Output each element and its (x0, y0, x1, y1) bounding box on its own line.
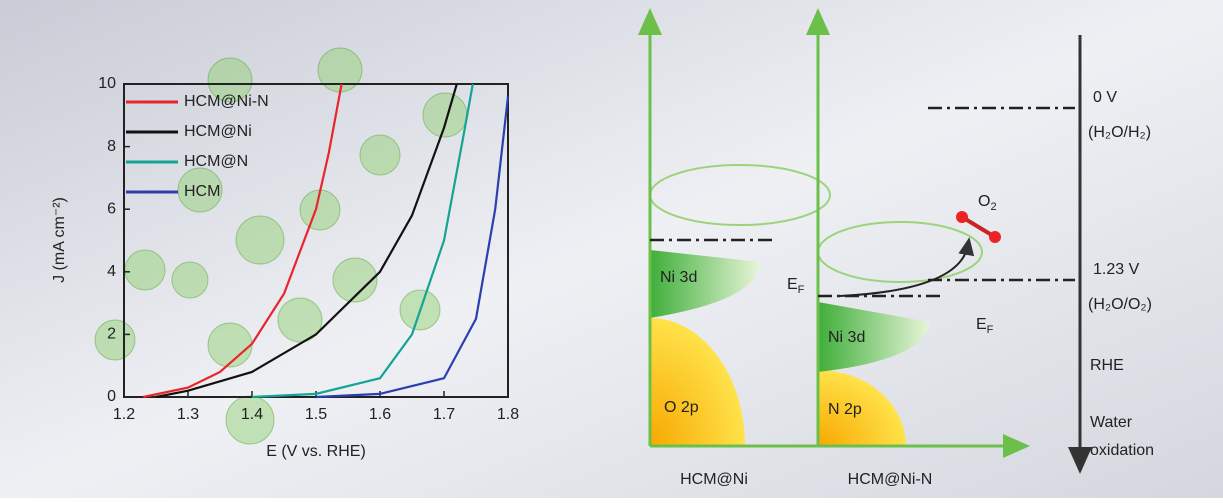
y-tick-label: 8 (107, 138, 116, 155)
scale-label: RHE (1090, 357, 1124, 374)
couple-label: (H₂O/H₂) (1088, 124, 1151, 141)
couple-label: (H₂O/O₂) (1088, 296, 1152, 313)
material-label: HCM@Ni (680, 471, 748, 488)
o2-main: O (978, 193, 990, 210)
potential-label: 0 V (1093, 89, 1117, 106)
o2-atom (956, 211, 968, 223)
y-tick-label: 0 (107, 388, 116, 405)
x-tick-label: 1.8 (497, 406, 519, 423)
x-tick-label: 1.4 (241, 406, 263, 423)
band-label: Ni 3d (660, 269, 697, 286)
fermi-label-main: E (787, 276, 798, 293)
y-tick-label: 2 (107, 326, 116, 343)
x-tick-label: 1.2 (113, 406, 135, 423)
band-label: O 2p (664, 399, 699, 416)
ni3d-band-left (650, 250, 760, 318)
legend-label: HCM@Ni-N (184, 93, 269, 110)
series-line (155, 83, 458, 399)
y-tick-label: 10 (98, 75, 116, 92)
electron-transfer-arrow (839, 237, 975, 297)
n2p-band (818, 370, 906, 446)
process-label: oxidation (1090, 442, 1154, 459)
y-tick-label: 4 (107, 263, 116, 280)
legend-label: HCM@N (184, 153, 248, 170)
band-label: Ni 3d (828, 329, 865, 346)
series-line (315, 96, 510, 399)
process-label: Water (1090, 414, 1133, 431)
o2-label: O2 (978, 193, 997, 213)
series-line (142, 83, 343, 399)
o2p-band (650, 318, 745, 446)
ni3d-band-right (818, 302, 930, 372)
fermi-label-sub: F (987, 324, 994, 336)
x-axis-label: E (V vs. RHE) (266, 443, 366, 460)
x-tick-label: 1.7 (433, 406, 455, 423)
fermi-label-main: E (976, 316, 987, 333)
fermi-label: EF (787, 276, 805, 296)
y-tick-label: 6 (107, 200, 116, 217)
microsphere-decoration (94, 47, 468, 445)
x-tick-label: 1.5 (305, 406, 327, 423)
y-axis-label: J (mA cm⁻²) (51, 197, 68, 283)
o2-molecule (960, 215, 997, 239)
potential-label: 1.23 V (1093, 261, 1140, 278)
o2-atom (989, 231, 1001, 243)
x-tick-label: 1.6 (369, 406, 391, 423)
material-label: HCM@Ni-N (848, 471, 933, 488)
series-line (251, 83, 474, 399)
band-diagram: Ni 3d O 2p Ni 3d N 2p EF EF O2 0 V (H₂O/… (638, 8, 1154, 488)
band-label: N 2p (828, 401, 862, 418)
legend-label: HCM@Ni (184, 123, 252, 140)
o2-sub: 2 (990, 201, 996, 213)
x-tick-label: 1.3 (177, 406, 199, 423)
legend-label: HCM (184, 183, 220, 200)
fermi-label-sub: F (798, 284, 805, 296)
fermi-label: EF (976, 316, 994, 336)
lsv-plot: 1.2 1.3 1.4 1.5 1.6 1.7 1.8 0 2 4 6 8 10 HCM@Ni-N HCM@… (98, 75, 519, 423)
